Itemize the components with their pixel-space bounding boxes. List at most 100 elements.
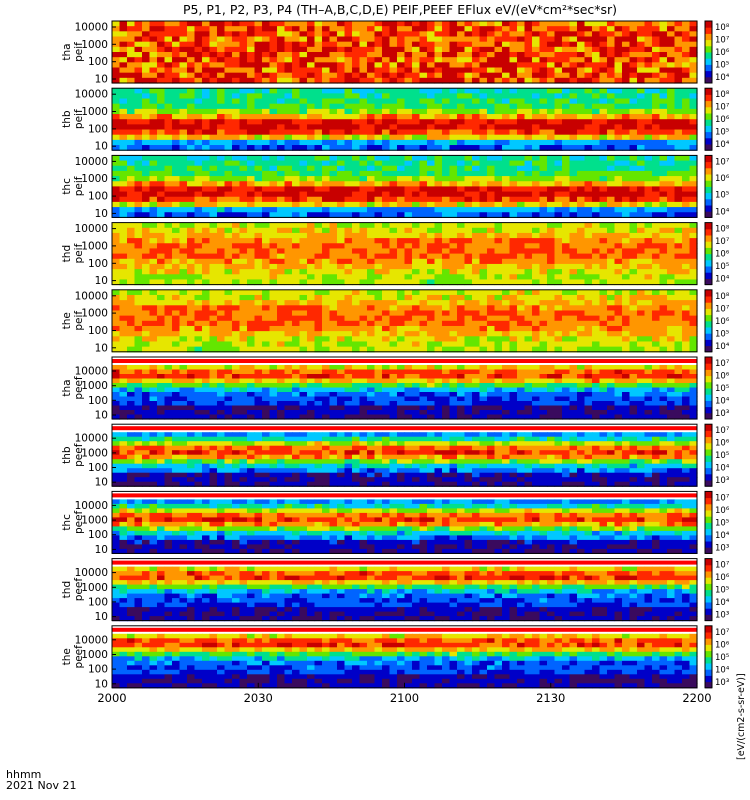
heatmap-cell — [502, 98, 511, 105]
heatmap-cell — [239, 114, 248, 120]
heatmap-cell — [262, 46, 271, 53]
heatmap-cell — [412, 248, 421, 255]
heatmap-cell — [149, 129, 158, 136]
heatmap-cell — [674, 243, 683, 250]
heatmap-cell — [134, 160, 143, 167]
heatmap-cell — [277, 331, 286, 337]
heatmap-cell — [457, 238, 466, 244]
heatmap-cell — [517, 41, 526, 48]
heatmap-cell — [247, 279, 256, 286]
heatmap-cell — [217, 134, 226, 141]
heatmap-cell — [172, 160, 181, 167]
heatmap-cell — [367, 263, 376, 270]
heatmap-cell — [607, 119, 616, 125]
heatmap-cell — [187, 310, 196, 317]
heatmap-cell — [637, 269, 646, 275]
heatmap-cell — [292, 46, 301, 53]
heatmap-cell — [532, 346, 541, 353]
heatmap-cell — [389, 186, 398, 193]
heatmap-cell — [427, 145, 436, 151]
heatmap-cell — [164, 160, 173, 167]
heatmap-cell — [652, 346, 661, 353]
heatmap-cell — [344, 212, 353, 218]
heatmap-cell — [209, 176, 218, 182]
heatmap-cell — [457, 124, 466, 131]
heatmap-cell — [232, 191, 241, 198]
colorbar-segment — [705, 345, 712, 353]
heatmap-cell — [667, 21, 676, 27]
heatmap-cell — [434, 165, 443, 172]
heatmap-cell — [149, 346, 158, 353]
heatmap-cell — [637, 41, 646, 48]
heatmap-cell — [209, 191, 218, 198]
heatmap-cell — [412, 269, 421, 275]
heatmap-cell — [164, 392, 173, 398]
heatmap-cell — [419, 305, 428, 312]
heatmap-cell — [487, 253, 496, 260]
heatmap-cell — [442, 310, 451, 317]
heatmap-cell — [269, 170, 278, 177]
heatmap-cell — [187, 383, 196, 389]
heatmap-cell — [142, 145, 151, 151]
heatmap-cell — [299, 98, 308, 105]
heatmap-cell — [359, 114, 368, 120]
heatmap-cell — [179, 72, 188, 79]
figure-title: P5, P1, P2, P3, P4 (TH–A,B,C,D,E) PEIF,P… — [183, 2, 617, 17]
heatmap-cell — [419, 36, 428, 43]
heatmap-cell — [592, 26, 601, 32]
heatmap-cell — [614, 103, 623, 110]
heatmap-cell — [674, 238, 683, 244]
heatmap-cell — [194, 331, 203, 337]
heatmap-cell — [254, 41, 263, 48]
heatmap-cell — [187, 227, 196, 234]
heatmap-cell — [374, 315, 383, 322]
heatmap-cell — [187, 387, 196, 393]
heatmap-cell — [134, 41, 143, 48]
heatmap-cell — [299, 170, 308, 177]
heatmap-cell — [637, 31, 646, 38]
heatmap-cell — [337, 253, 346, 260]
heatmap-cell — [307, 212, 316, 218]
heatmap-cell — [344, 258, 353, 265]
heatmap-cell — [434, 238, 443, 244]
heatmap-cell — [254, 269, 263, 275]
heatmap-cell — [464, 263, 473, 270]
heatmap-cell — [314, 331, 323, 337]
heatmap-cell — [269, 279, 278, 286]
heatmap-cell — [509, 98, 518, 105]
colorbar-segment — [705, 94, 712, 102]
heatmap-cell — [449, 62, 458, 69]
heatmap-cell — [314, 207, 323, 213]
heatmap-cell — [119, 191, 128, 198]
heatmap-cell — [614, 269, 623, 275]
heatmap-cell — [629, 243, 638, 250]
heatmap-cell — [562, 21, 571, 27]
heatmap-cell — [127, 325, 136, 332]
heatmap-cell — [382, 77, 391, 84]
heatmap-cell — [217, 289, 226, 296]
heatmap-cell — [134, 67, 143, 74]
colorbar-tick-label: 10⁷ — [715, 304, 730, 314]
heatmap-cell — [554, 52, 563, 58]
heatmap-cell — [164, 331, 173, 337]
heatmap-cell — [607, 320, 616, 327]
heatmap-cell — [502, 341, 511, 348]
heatmap-cell — [127, 21, 136, 27]
heatmap-cell — [149, 26, 158, 32]
heatmap-cell — [382, 289, 391, 296]
heatmap-cell — [427, 124, 436, 131]
heatmap-cell — [584, 46, 593, 53]
heatmap-cell — [179, 212, 188, 218]
heatmap-cell — [142, 181, 151, 187]
heatmap-cell — [442, 325, 451, 332]
heatmap-cell — [607, 21, 616, 27]
heatmap-cell — [532, 67, 541, 74]
heatmap-cell — [554, 279, 563, 286]
heatmap-cell — [449, 320, 458, 327]
heatmap-cell — [209, 222, 218, 229]
heatmap-cell — [314, 155, 323, 162]
heatmap-cell — [532, 196, 541, 203]
heatmap-cell — [322, 21, 331, 27]
heatmap-cell — [517, 222, 526, 229]
heatmap-cell — [659, 196, 668, 203]
